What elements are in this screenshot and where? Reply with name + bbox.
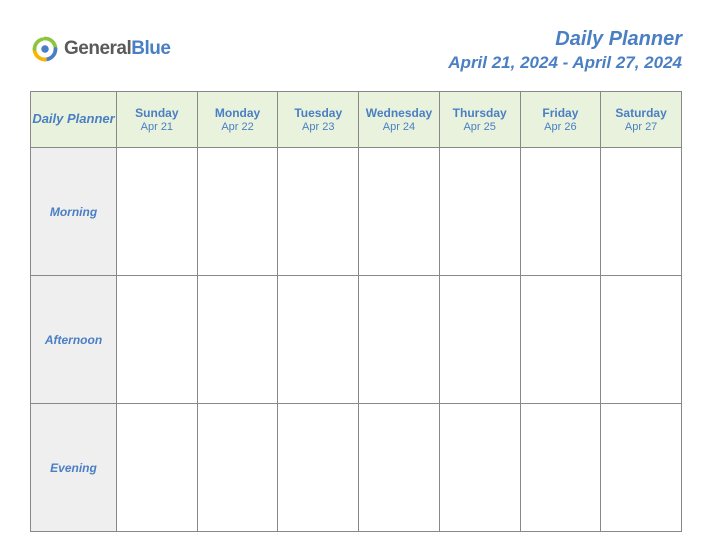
planner-cell [439,276,520,404]
day-date: Apr 23 [280,121,356,133]
day-date: Apr 26 [523,121,599,133]
table-row-afternoon: Afternoon [31,276,682,404]
corner-cell: Daily Planner [31,92,117,148]
day-header-sat: Saturday Apr 27 [601,92,682,148]
table-row-morning: Morning [31,148,682,276]
period-cell-morning: Morning [31,148,117,276]
planner-cell [520,148,601,276]
day-name: Thursday [442,106,518,120]
logo-swirl-icon [30,34,60,64]
date-range: April 21, 2024 - April 27, 2024 [448,53,682,73]
planner-cell [439,404,520,532]
table-row-evening: Evening [31,404,682,532]
logo-text-blue: Blue [131,38,170,59]
day-name: Monday [200,106,276,120]
corner-label: Daily Planner [31,111,116,127]
day-header-fri: Friday Apr 26 [520,92,601,148]
logo-text: GeneralBlue [64,38,170,60]
day-date: Apr 21 [119,121,195,133]
page-title: Daily Planner [448,28,682,51]
day-date: Apr 27 [603,121,679,133]
planner-cell [117,148,198,276]
planner-cell [278,404,359,532]
planner-cell [197,404,278,532]
planner-cell [359,148,440,276]
title-block: Daily Planner April 21, 2024 - April 27,… [448,28,682,73]
day-date: Apr 24 [361,121,437,133]
header-row: GeneralBlue Daily Planner April 21, 2024… [30,28,682,73]
day-name: Saturday [603,106,679,120]
period-label: Morning [31,205,116,219]
planner-cell [520,404,601,532]
planner-cell [439,148,520,276]
period-cell-afternoon: Afternoon [31,276,117,404]
planner-cell [117,404,198,532]
logo-text-general: General [64,38,131,59]
day-header-mon: Monday Apr 22 [197,92,278,148]
planner-cell [197,148,278,276]
period-cell-evening: Evening [31,404,117,532]
day-header-thu: Thursday Apr 25 [439,92,520,148]
table-header-row: Daily Planner Sunday Apr 21 Monday Apr 2… [31,92,682,148]
planner-cell [601,404,682,532]
period-label: Evening [31,461,116,475]
period-label: Afternoon [31,333,116,347]
day-header-tue: Tuesday Apr 23 [278,92,359,148]
planner-table: Daily Planner Sunday Apr 21 Monday Apr 2… [30,91,682,532]
day-header-wed: Wednesday Apr 24 [359,92,440,148]
planner-cell [197,276,278,404]
day-date: Apr 22 [200,121,276,133]
day-name: Wednesday [361,106,437,120]
logo: GeneralBlue [30,28,170,64]
day-name: Friday [523,106,599,120]
planner-cell [117,276,198,404]
planner-cell [359,404,440,532]
planner-cell [359,276,440,404]
planner-cell [520,276,601,404]
day-date: Apr 25 [442,121,518,133]
planner-cell [278,148,359,276]
planner-cell [278,276,359,404]
planner-cell [601,148,682,276]
planner-cell [601,276,682,404]
day-name: Sunday [119,106,195,120]
day-name: Tuesday [280,106,356,120]
day-header-sun: Sunday Apr 21 [117,92,198,148]
